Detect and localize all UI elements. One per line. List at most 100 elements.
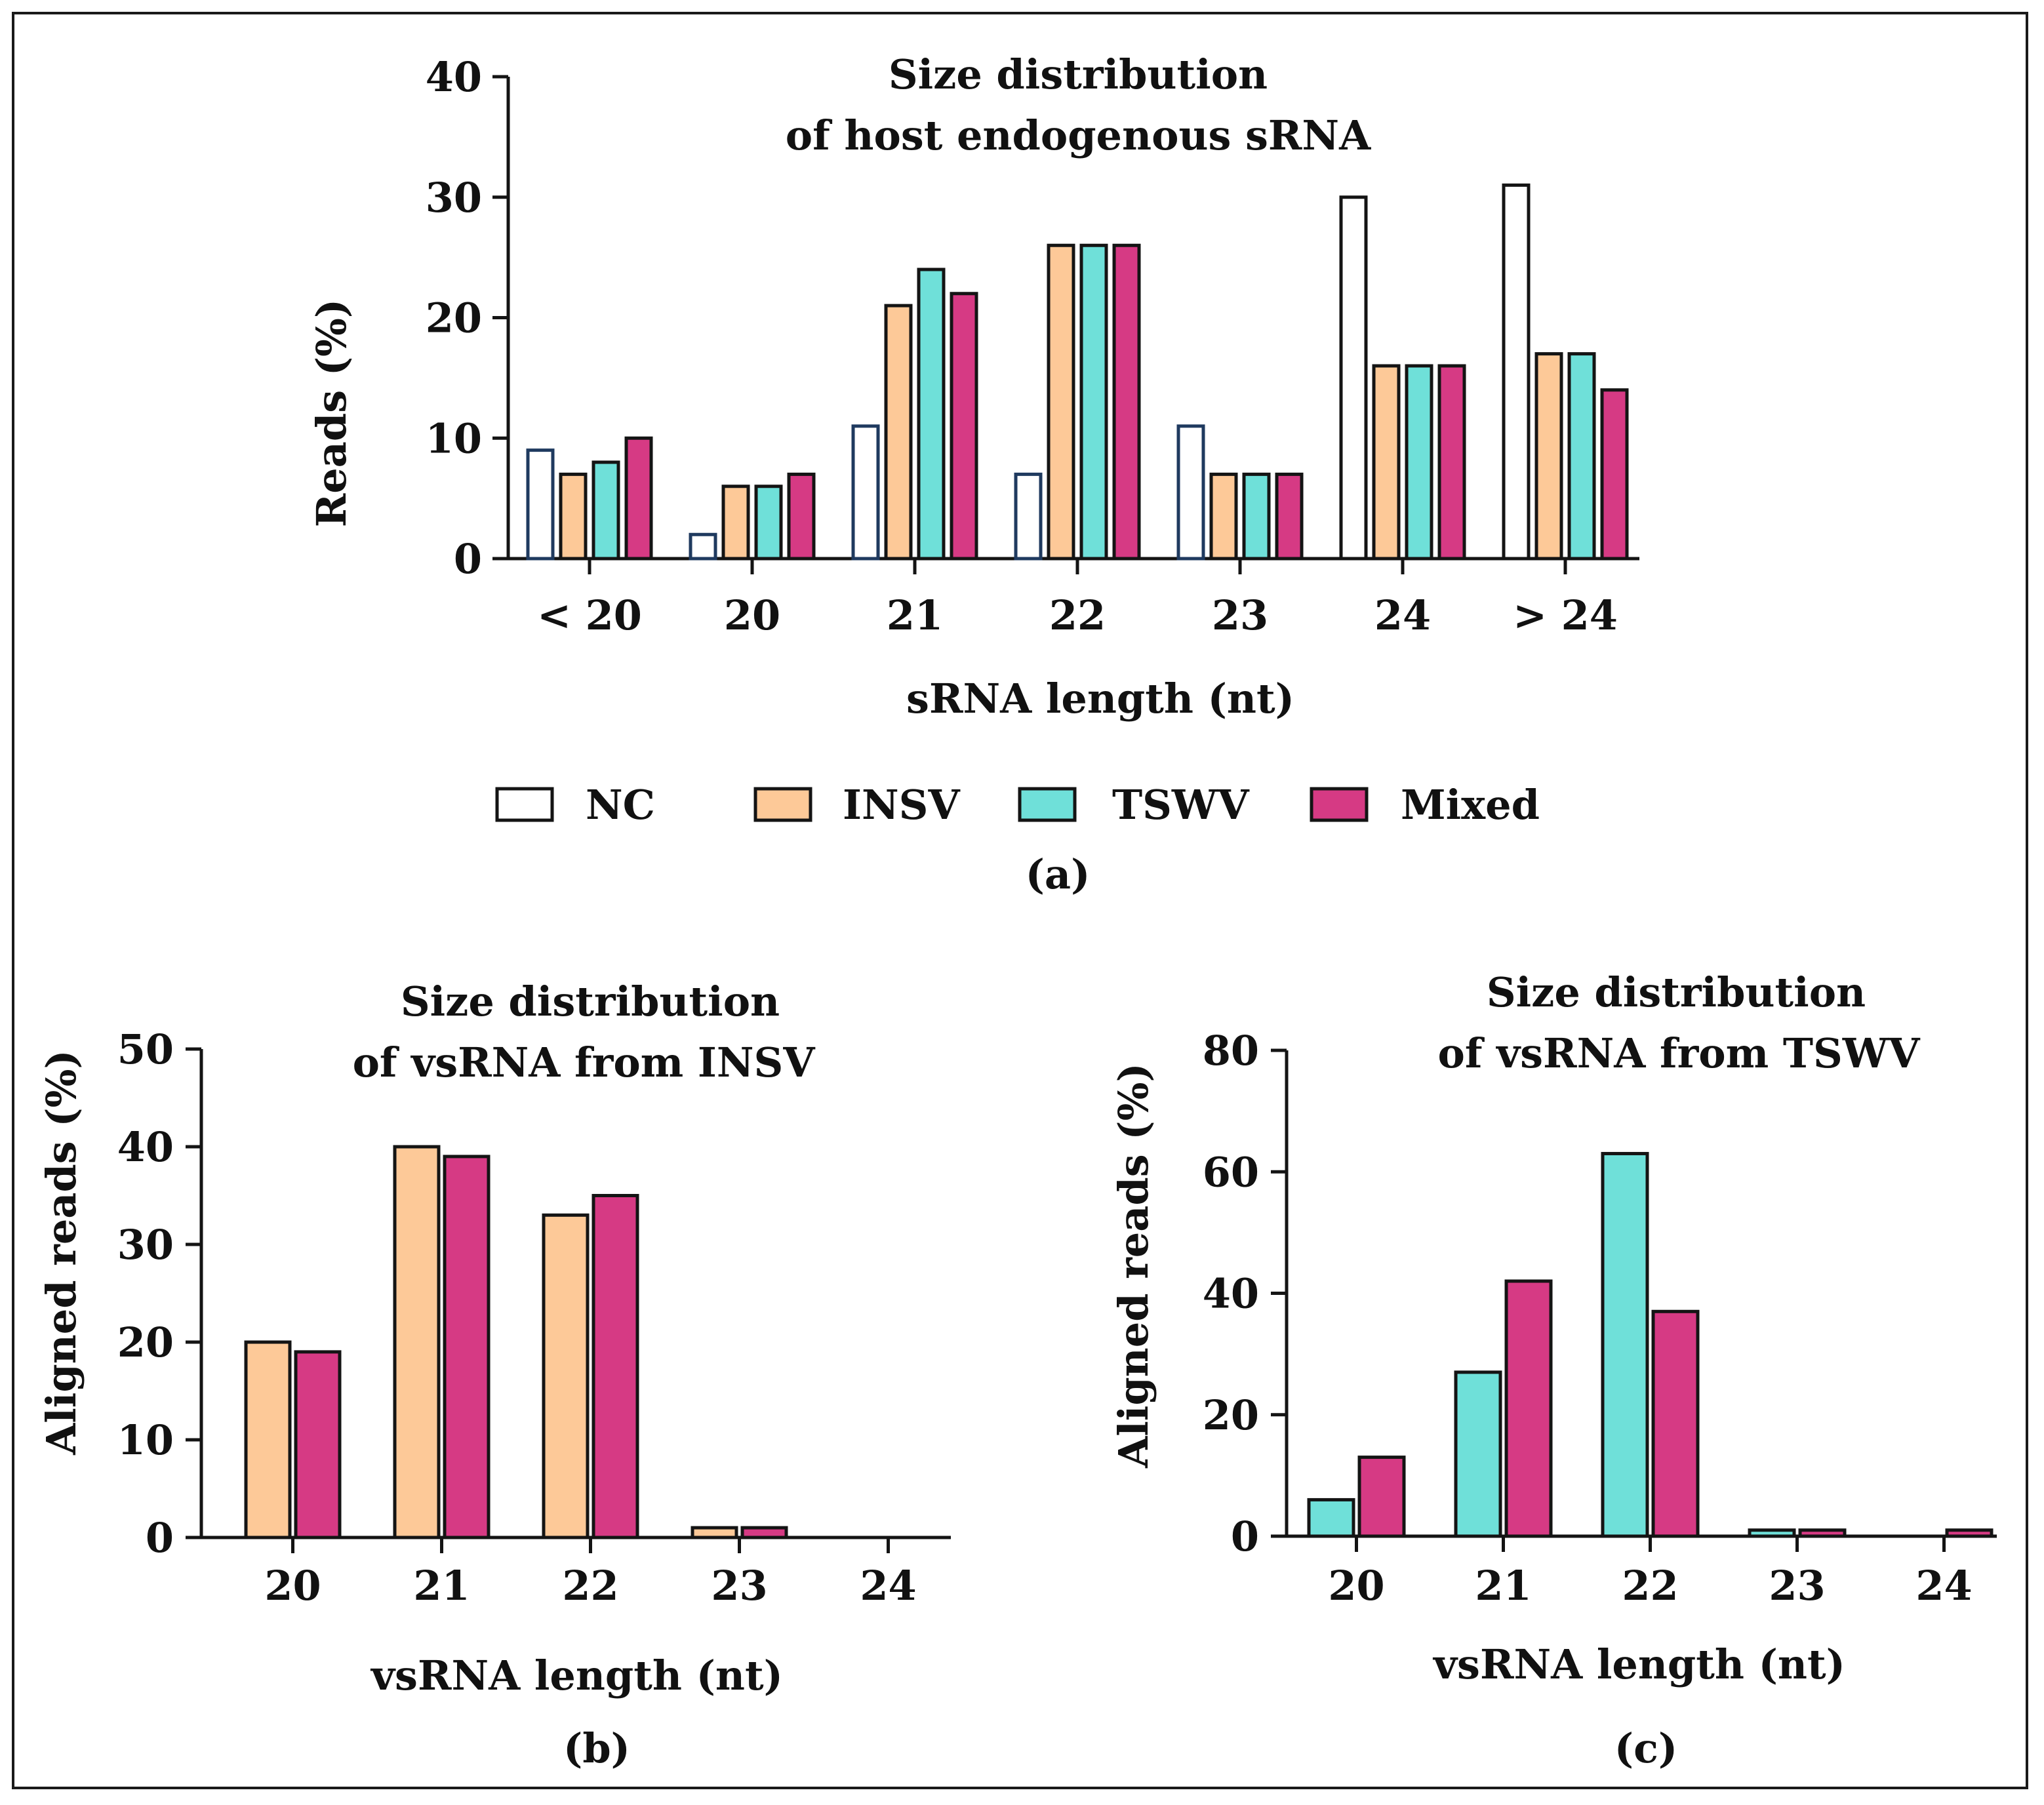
panel-c-x-axis-label: vsRNA length (nt) bbox=[1432, 1640, 1845, 1688]
panel-c-y-tick-label: 60 bbox=[1203, 1148, 1259, 1196]
panel-c-bars bbox=[1307, 1151, 1994, 1538]
bar-c-tswv-20 bbox=[1307, 1498, 1355, 1538]
panel-c-x-tick-label: 24 bbox=[1915, 1562, 1972, 1610]
panel-b-x-tick-label: 24 bbox=[860, 1562, 916, 1610]
panel-c-y-tick-label: 80 bbox=[1203, 1027, 1259, 1075]
bar-a-nc-21 bbox=[851, 424, 880, 561]
legend-swatch-tswv bbox=[1018, 787, 1077, 822]
panel-b-y-tick-label: 0 bbox=[146, 1514, 174, 1562]
panel-c: Size distribution of vsRNA from TSWV Ali… bbox=[1110, 968, 1997, 1772]
panel-b-y-tick-label: 10 bbox=[117, 1416, 174, 1464]
bar-a-mixed-20 bbox=[624, 436, 653, 561]
panel-a-title-line1: Size distribution bbox=[889, 50, 1268, 98]
panel-b-bars bbox=[244, 1145, 788, 1539]
panel-c-y-tick-label: 40 bbox=[1203, 1270, 1259, 1318]
bar-a-tswv-21 bbox=[917, 268, 946, 561]
bar-a-insv-21 bbox=[884, 304, 913, 561]
bar-b-insv-21 bbox=[393, 1145, 441, 1539]
bar-a-mixed-24 bbox=[1600, 388, 1629, 561]
bar-a-tswv-22 bbox=[1079, 243, 1108, 561]
panel-c-y-axis-label: Aligned reads (%) bbox=[1110, 1063, 1157, 1469]
legend-swatch-nc bbox=[495, 787, 554, 822]
bar-a-mixed-22 bbox=[1112, 243, 1141, 561]
bar-c-tswv-22 bbox=[1601, 1151, 1649, 1538]
bar-a-insv-22 bbox=[1047, 243, 1075, 561]
panel-a-x-axis-label: sRNA length (nt) bbox=[906, 675, 1294, 723]
bar-a-tswv-20 bbox=[754, 485, 783, 561]
bar-b-mixed-22 bbox=[591, 1194, 639, 1539]
bar-c-tswv-21 bbox=[1454, 1370, 1502, 1538]
bar-a-tswv-20 bbox=[591, 460, 620, 561]
panel-a-x-tick-label: 21 bbox=[887, 591, 943, 639]
bar-b-mixed-23 bbox=[740, 1526, 788, 1539]
bar-c-mixed-22 bbox=[1651, 1309, 1700, 1538]
panel-b-label: (b) bbox=[563, 1724, 630, 1772]
bar-a-nc-20 bbox=[689, 532, 717, 561]
bar-a-tswv-24 bbox=[1567, 352, 1596, 561]
bar-a-mixed-21 bbox=[950, 292, 978, 561]
bar-a-insv-23 bbox=[1209, 472, 1238, 561]
panel-a-y-tick-label: 30 bbox=[426, 174, 482, 222]
panel-b-x-axis-label: vsRNA length (nt) bbox=[370, 1652, 783, 1699]
legend: NC INSV TSWV Mixed bbox=[495, 781, 1540, 829]
bar-b-mixed-21 bbox=[443, 1155, 491, 1539]
legend-swatch-mixed bbox=[1310, 787, 1369, 822]
panel-a-x-tick-label: 20 bbox=[724, 591, 780, 639]
bar-c-mixed-20 bbox=[1357, 1456, 1406, 1538]
bar-c-mixed-23 bbox=[1798, 1528, 1847, 1538]
legend-label-nc: NC bbox=[586, 781, 655, 829]
panel-a-y-tick-label: 40 bbox=[426, 53, 482, 101]
bar-a-insv-20 bbox=[721, 485, 750, 561]
panel-a-y-tick-label: 20 bbox=[426, 294, 482, 342]
panel-a-label: (a) bbox=[1026, 850, 1091, 898]
panel-c-x-tick-label: 23 bbox=[1769, 1562, 1825, 1610]
panel-c-label: (c) bbox=[1614, 1724, 1677, 1772]
bar-a-tswv-23 bbox=[1242, 472, 1271, 561]
panel-c-title-line1: Size distribution bbox=[1487, 968, 1866, 1016]
bar-a-nc-22 bbox=[1014, 472, 1043, 561]
bar-a-nc-23 bbox=[1176, 424, 1205, 561]
bar-c-tswv-23 bbox=[1748, 1528, 1796, 1538]
panel-a-x-tick-label: 24 bbox=[1374, 591, 1431, 639]
panel-b-x-tick-label: 23 bbox=[711, 1562, 767, 1610]
legend-swatch-insv bbox=[753, 787, 812, 822]
panel-b: Size distribution of vsRNA from INSV Ali… bbox=[37, 978, 951, 1772]
bar-a-insv-20 bbox=[559, 472, 588, 561]
panel-b-y-tick-label: 40 bbox=[117, 1123, 174, 1171]
panel-c-x-tick-label: 22 bbox=[1622, 1562, 1678, 1610]
panel-b-x-tick-label: 21 bbox=[413, 1562, 470, 1610]
bar-c-mixed-24 bbox=[1945, 1528, 1994, 1538]
panel-b-y-tick-label: 30 bbox=[117, 1221, 174, 1269]
legend-label-insv: INSV bbox=[843, 781, 960, 829]
panel-b-y-tick-label: 20 bbox=[117, 1319, 174, 1366]
bar-b-mixed-20 bbox=[294, 1350, 342, 1539]
panel-b-axes: 0 10 20 30 40 50 20 21 22 23 24 bbox=[117, 1025, 951, 1610]
panel-a-title-line2: of host endogenous sRNA bbox=[786, 111, 1371, 159]
panel-c-x-tick-label: 20 bbox=[1328, 1562, 1384, 1610]
panel-b-x-tick-label: 22 bbox=[562, 1562, 618, 1610]
legend-label-mixed: Mixed bbox=[1401, 781, 1540, 829]
bar-a-insv-24 bbox=[1534, 352, 1563, 561]
bar-b-insv-20 bbox=[244, 1340, 292, 1539]
panel-b-title-line2: of vsRNA from INSV bbox=[353, 1039, 816, 1086]
panel-a-y-axis-label: Reads (%) bbox=[308, 299, 355, 528]
panel-b-x-tick-label: 20 bbox=[264, 1562, 321, 1610]
panel-a-x-tick-label: > 24 bbox=[1513, 591, 1618, 639]
bar-a-mixed-23 bbox=[1275, 472, 1304, 561]
bar-b-insv-23 bbox=[691, 1526, 738, 1539]
panel-c-y-tick-label: 0 bbox=[1231, 1513, 1259, 1560]
panel-a: Size distribution of host endogenous sRN… bbox=[308, 50, 1639, 898]
panel-c-axes: 0 20 40 60 80 20 21 22 23 24 bbox=[1203, 1027, 1997, 1610]
bar-a-nc-20 bbox=[526, 448, 555, 561]
bar-a-tswv-24 bbox=[1405, 364, 1433, 561]
panel-a-y-tick-label: 0 bbox=[454, 535, 482, 583]
panel-a-x-tick-label: 22 bbox=[1049, 591, 1106, 639]
bar-a-mixed-24 bbox=[1437, 364, 1466, 561]
panel-c-x-tick-label: 21 bbox=[1475, 1562, 1531, 1610]
bar-a-nc-24 bbox=[1502, 183, 1531, 561]
panel-b-title-line1: Size distribution bbox=[401, 978, 780, 1025]
panel-a-bars bbox=[526, 183, 1629, 561]
panel-c-title-line2: of vsRNA from TSWV bbox=[1438, 1029, 1921, 1077]
panel-b-y-tick-label: 50 bbox=[117, 1025, 174, 1073]
